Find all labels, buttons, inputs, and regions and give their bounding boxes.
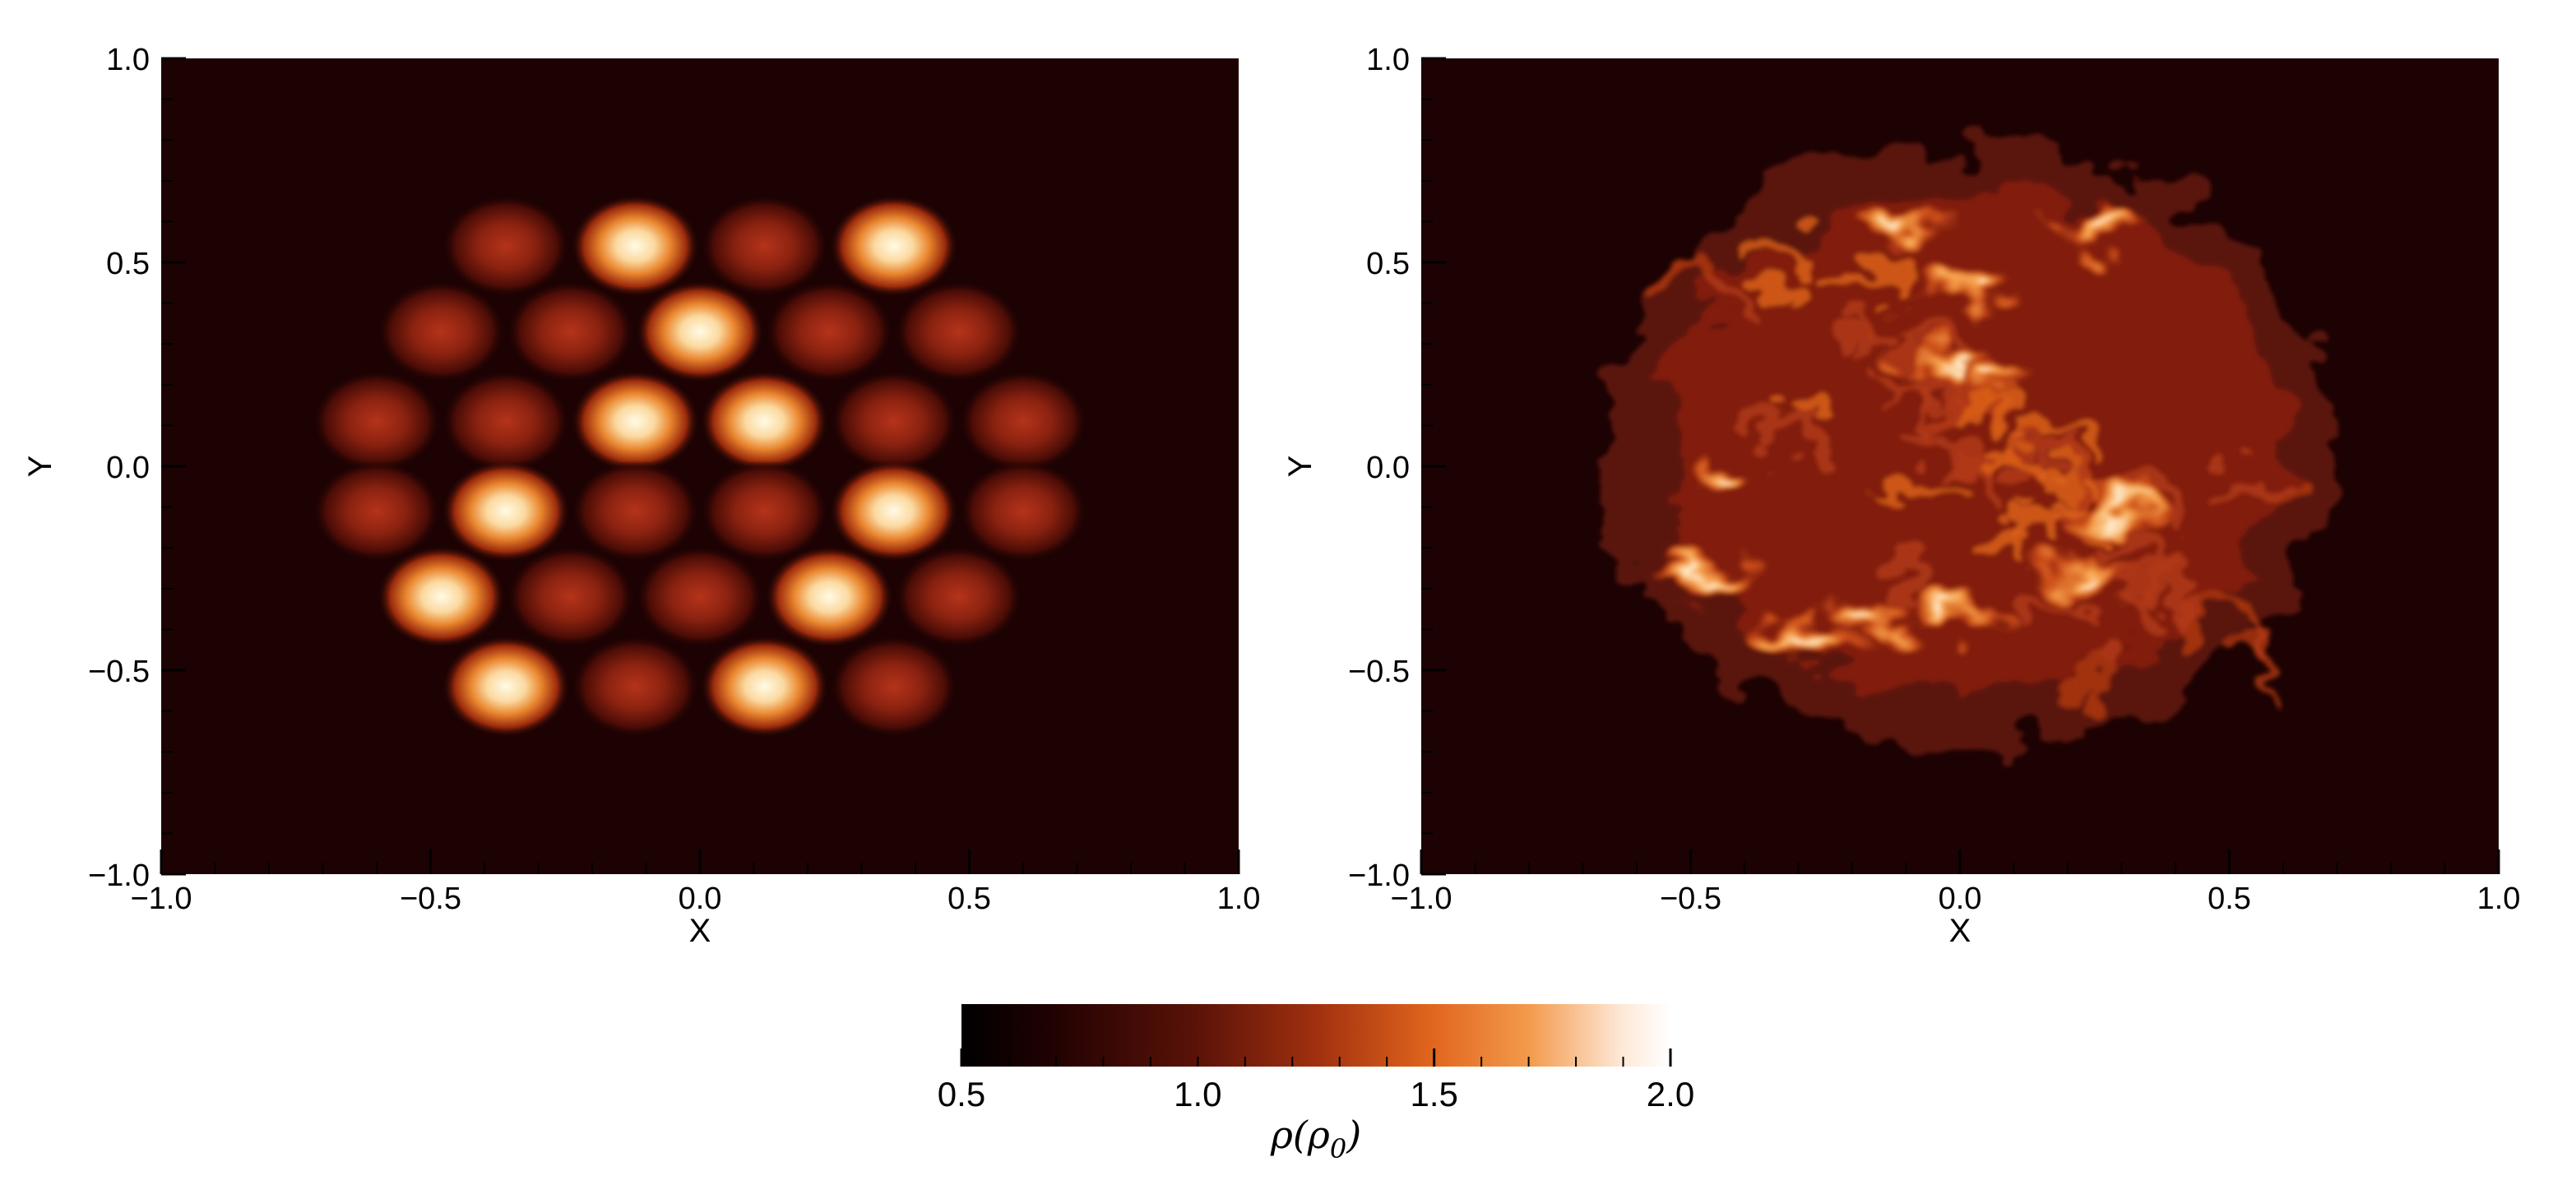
y-tick-label: 0.5 <box>106 247 150 281</box>
density-blob-4 <box>829 195 958 298</box>
density-blob-21 <box>959 460 1087 562</box>
density-blob-6 <box>506 280 635 383</box>
hot-spot-5 <box>1943 354 2042 398</box>
density-blob-18 <box>571 460 700 562</box>
density-blob-9 <box>894 280 1023 383</box>
colorbar-ticks: 0.5 1.0 1.5 2.0 <box>938 1048 1694 1113</box>
y-axis-label: Y <box>1282 456 1318 478</box>
y-tick-label: 0.0 <box>1366 451 1410 485</box>
hot-spot-3 <box>2061 208 2161 252</box>
y-tick-label: 1.0 <box>1366 43 1410 77</box>
y-tick-label: −1.0 <box>1348 859 1410 893</box>
x-tick-label: −0.5 <box>400 882 461 916</box>
density-blob-7 <box>636 280 764 383</box>
hot-spot-8 <box>1814 591 1913 635</box>
y-tick-label: 1.0 <box>106 43 150 77</box>
x-tick-label: 0.5 <box>2208 882 2251 916</box>
colorbar-label: ρ(ρ0) <box>1270 1113 1361 1164</box>
y-tick-label: −1.0 <box>88 859 150 893</box>
density-blob-8 <box>765 280 894 383</box>
density-blob-27 <box>442 635 571 738</box>
hot-spot-6 <box>1679 465 1778 508</box>
density-blob-14 <box>829 370 958 473</box>
y-axis-label: Y <box>22 456 58 478</box>
hot-spot-12 <box>1749 616 1848 660</box>
density-blob-25 <box>765 545 894 648</box>
density-blob-17 <box>442 460 571 562</box>
right-density-plot: −1.0 −0.5 0.0 0.5 1.0 −1.0 −0.5 0.0 0.5 1.0 X Y <box>1282 43 2520 949</box>
y-tick-label: 0.0 <box>106 451 150 485</box>
x-tick-label: −0.5 <box>1660 882 1721 916</box>
hot-spot-1 <box>1846 208 1945 252</box>
density-blob-28 <box>571 635 700 738</box>
density-blob-24 <box>636 545 764 648</box>
density-blob-20 <box>829 460 958 562</box>
density-blob-3 <box>700 195 829 298</box>
density-blob-15 <box>959 370 1087 473</box>
colorbar-gradient <box>961 1004 1670 1067</box>
density-blob-13 <box>700 370 829 473</box>
colorbar-tick-label: 2.0 <box>1647 1075 1694 1113</box>
x-tick-label: −1.0 <box>130 882 192 916</box>
density-blob-10 <box>313 370 441 473</box>
density-blob-5 <box>377 280 506 383</box>
density-blob-29 <box>700 635 829 738</box>
y-tick-label: −0.5 <box>1348 655 1410 689</box>
density-blob-23 <box>506 545 635 648</box>
hot-spot-7 <box>1662 558 1762 602</box>
density-blob-2 <box>571 195 700 298</box>
hot-spot-2 <box>1911 273 2009 317</box>
colorbar-tick-label: 1.5 <box>1410 1075 1457 1113</box>
density-blob-26 <box>894 545 1023 648</box>
hot-spot-11 <box>2040 550 2139 594</box>
density-blob-12 <box>571 370 700 473</box>
colorbar-tick-label: 1.0 <box>1174 1075 1221 1113</box>
x-tick-label: 0.0 <box>1939 882 1982 916</box>
plot-background <box>161 58 1239 874</box>
x-tick-label: 1.0 <box>2477 882 2521 916</box>
colorbar-tick-label: 0.5 <box>938 1075 985 1113</box>
density-blob-30 <box>829 635 958 738</box>
x-tick-label: 0.5 <box>947 882 991 916</box>
colorbar: 0.5 1.0 1.5 2.0 ρ(ρ0) <box>938 1004 1694 1164</box>
x-tick-label: 1.0 <box>1217 882 1261 916</box>
y-tick-label: 0.5 <box>1366 247 1410 281</box>
density-blob-11 <box>442 370 571 473</box>
x-tick-label: 0.0 <box>679 882 722 916</box>
turbulent-field <box>1604 140 2338 743</box>
x-axis-label: X <box>1949 913 1971 949</box>
axes <box>1420 57 2500 876</box>
density-blob-22 <box>377 545 506 648</box>
hot-spot-10 <box>2072 485 2171 529</box>
density-blob-16 <box>313 460 441 562</box>
y-tick-label: −0.5 <box>88 655 150 689</box>
left-density-plot: −1.0 −0.5 0.0 0.5 1.0 −1.0 −0.5 0.0 0.5 1.0 X Y <box>22 43 1260 949</box>
hot-spot-9 <box>1911 591 2009 635</box>
x-tick-label: −1.0 <box>1390 882 1452 916</box>
density-blob-1 <box>442 195 571 298</box>
axes <box>160 57 1240 876</box>
x-axis-label: X <box>689 913 711 949</box>
density-blob-19 <box>700 460 829 562</box>
